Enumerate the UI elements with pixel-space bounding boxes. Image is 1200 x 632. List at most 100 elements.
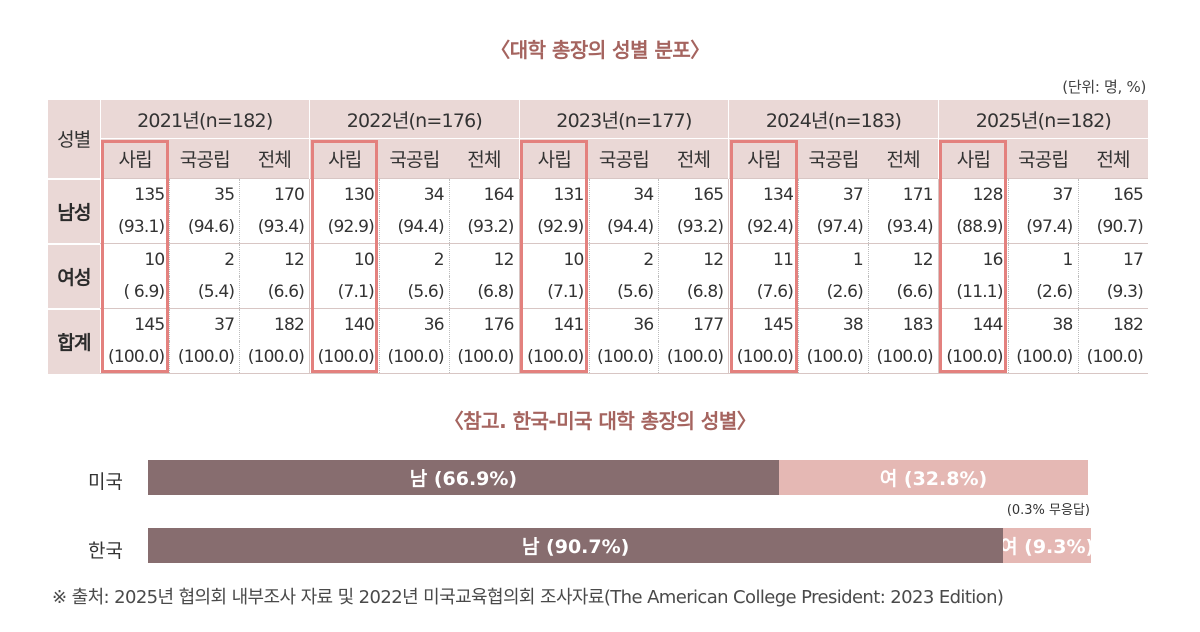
sub-header-public: 국공립 <box>798 138 869 179</box>
unit-note: (단위: 명, %) <box>1062 78 1146 96</box>
percent-cell: (2.6) <box>798 276 869 309</box>
percent-cell: (92.9) <box>309 211 380 244</box>
percent-cell: (92.9) <box>519 211 590 244</box>
count-cell: 164 <box>449 178 520 211</box>
bar-korea: 남 (90.7%) 여 (9.3%) <box>148 528 1091 563</box>
sub-header-private: 사립 <box>728 138 799 179</box>
count-cell: 183 <box>868 308 939 341</box>
sub-header-private: 사립 <box>937 138 1009 179</box>
bar-label-usa: 미국 <box>88 471 123 493</box>
percent-cell: (90.7) <box>1096 217 1144 237</box>
count-cell: 131 <box>519 178 590 211</box>
count-cell: 170 <box>239 178 311 211</box>
count-cell: 144 <box>938 308 1009 341</box>
no-response-note: (0.3% 무응답) <box>1006 503 1090 518</box>
percent-cell: (100.0) <box>938 341 1009 374</box>
percent-cell: (100.0) <box>798 341 869 374</box>
percent-cell: (88.9) <box>938 211 1009 244</box>
count-cell: 135 <box>100 178 171 211</box>
sub-header-public: 국공립 <box>589 138 659 179</box>
sub-header-private: 사립 <box>100 138 170 179</box>
count-cell: 37 <box>169 308 241 341</box>
count-cell: 36 <box>379 308 450 341</box>
count-cell: 37 <box>798 178 869 211</box>
percent-cell: (93.1) <box>100 211 171 244</box>
source-note: ※ 출처: 2025년 협의회 내부조사 자료 및 2022년 미국교육협의회 … <box>52 587 1004 608</box>
percent-cell: (100.0) <box>658 341 730 374</box>
count-cell: 10 <box>309 243 380 276</box>
sub-header-total: 전체 <box>239 138 310 179</box>
count-cell: 34 <box>379 178 450 211</box>
percent-cell: (11.1) <box>938 276 1009 309</box>
percent-cell: (100.0) <box>728 341 800 374</box>
sub-header-total: 전체 <box>868 138 939 179</box>
percent-cell: (100.0) <box>239 341 311 374</box>
percent-cell: (100.0) <box>1078 341 1148 374</box>
sub-header-total: 전체 <box>1078 138 1148 179</box>
count-cell: 34 <box>589 178 660 211</box>
percent-cell: (93.2) <box>449 211 520 244</box>
count-cell: 12 <box>658 243 730 276</box>
percent-cell: (6.8) <box>449 276 520 309</box>
percent-cell: (93.4) <box>239 211 311 244</box>
sub-header-total: 전체 <box>449 138 520 179</box>
percent-cell: (6.6) <box>868 276 939 309</box>
count-cell: 2 <box>589 243 660 276</box>
count-cell: 35 <box>169 178 241 211</box>
count-cell: 12 <box>239 243 311 276</box>
percent-cell: (6.8) <box>658 276 730 309</box>
count-cell: 38 <box>798 308 869 341</box>
percent-cell: (93.4) <box>868 211 939 244</box>
count-cell: 10 <box>519 243 590 276</box>
count-cell: 1 <box>798 243 869 276</box>
count-cell: 38 <box>1008 308 1079 341</box>
count-cell: 182 <box>239 308 311 341</box>
count-cell: 141 <box>519 308 590 341</box>
sub-header-private: 사립 <box>309 138 380 179</box>
sub-header-total: 전체 <box>658 138 729 179</box>
percent-cell: (9.3) <box>1106 282 1144 302</box>
sub-header-public: 국공립 <box>1008 138 1079 179</box>
sub-header-private: 사립 <box>518 138 590 179</box>
year-header: 2024년(n=183) <box>728 100 939 139</box>
sub-header-public: 국공립 <box>169 138 240 179</box>
bar-segment-male: 남 (90.7%) <box>148 528 1004 563</box>
count-cell: 2 <box>169 243 241 276</box>
percent-cell: (2.6) <box>1008 276 1079 309</box>
percent-cell: (100.0) <box>868 341 939 374</box>
row-label: 여성 <box>48 242 100 309</box>
percent-cell: (100.0) <box>589 341 660 374</box>
percent-cell: (7.6) <box>728 276 800 309</box>
count-cell: 128 <box>938 178 1009 211</box>
percent-cell: (97.4) <box>1008 211 1079 244</box>
percent-cell: (100.0) <box>379 341 450 374</box>
bar-usa: 남 (66.9%) 여 (32.8%) <box>148 460 1091 495</box>
row-label: 남성 <box>48 177 100 244</box>
percent-cell: (100.0) <box>1008 341 1079 374</box>
reference-title: 〈참고. 한국-미국 대학 총장의 성별〉 <box>443 409 757 433</box>
count-cell: 145 <box>100 308 171 341</box>
count-cell: 12 <box>868 243 939 276</box>
count-cell: 2 <box>379 243 450 276</box>
bar-segment-female: 여 (32.8%) <box>778 460 1089 495</box>
row-header-gender: 성별 <box>48 100 101 179</box>
count-cell: 16 <box>938 243 1009 276</box>
bar-label-korea: 한국 <box>88 540 123 562</box>
percent-cell: (100.0) <box>309 341 380 374</box>
count-cell: 145 <box>728 308 800 341</box>
table-title: 〈대학 총장의 성별 분포〉 <box>490 38 710 62</box>
percent-cell: (94.4) <box>379 211 450 244</box>
percent-cell: (6.6) <box>239 276 311 309</box>
percent-cell: (97.4) <box>798 211 869 244</box>
count-cell: 17 <box>1078 243 1148 276</box>
percent-cell: (94.6) <box>169 211 241 244</box>
count-cell: 12 <box>449 243 520 276</box>
percent-cell: (100.0) <box>100 341 171 374</box>
count-cell: 171 <box>868 178 939 211</box>
percent-cell: (94.4) <box>589 211 660 244</box>
count-cell: 176 <box>449 308 520 341</box>
count-cell: 36 <box>589 308 660 341</box>
year-header: 2022년(n=176) <box>309 100 520 139</box>
bar-segment-no-response <box>1088 460 1091 495</box>
count-cell: 165 <box>658 178 730 211</box>
